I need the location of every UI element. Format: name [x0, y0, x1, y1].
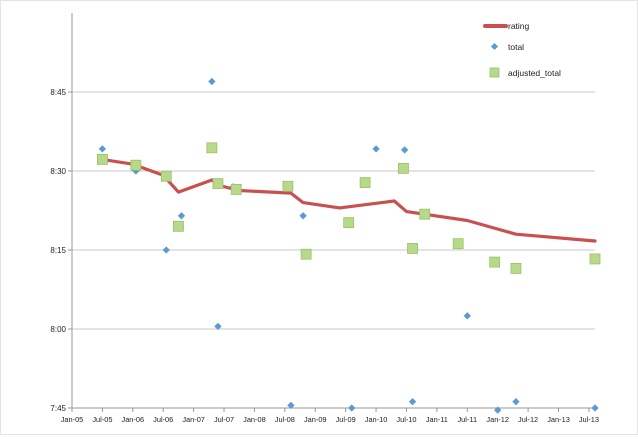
x-tick-label: Jan-13 — [547, 415, 570, 424]
x-tick-label: Jan-06 — [122, 415, 145, 424]
x-tick-label: Jul-11 — [457, 415, 477, 424]
x-tick-label: Jan-11 — [426, 415, 448, 424]
y-tick-label: 8:30 — [50, 167, 66, 176]
adjusted-total-point — [510, 263, 522, 274]
adjusted-total-point — [160, 170, 172, 182]
x-tick-label: Jul-07 — [214, 415, 234, 424]
x-tick-label: Jan-10 — [365, 415, 388, 424]
axes: 7:45 8:00 8:15 8:30 8:45 Jan-05 Jul-05 Jan-06 Ju… — [50, 13, 599, 424]
adjusted-total-point — [452, 238, 464, 250]
total-point — [177, 212, 186, 220]
legend-adjusted-total-label: adjusted_total — [508, 68, 561, 78]
legend: rating total adjusted_total — [483, 21, 561, 78]
adjusted-total-point — [230, 184, 242, 195]
x-tick-label: Jul-05 — [92, 415, 112, 424]
x-tick-label: Jul-08 — [275, 415, 295, 424]
adjusted-total-point — [398, 162, 409, 174]
total-point — [400, 146, 409, 154]
gridlines — [72, 91, 595, 330]
total-point — [299, 212, 307, 220]
total-point — [408, 398, 417, 406]
y-tick-label: 8:00 — [50, 325, 66, 334]
total-point — [512, 398, 520, 406]
adjusted-total-point — [407, 243, 418, 254]
total-point — [372, 145, 380, 153]
total-point — [208, 77, 216, 86]
x-tick-label: Jan-05 — [61, 415, 84, 424]
adjusted-total-point — [130, 159, 142, 171]
x-tick-label: Jul-13 — [579, 415, 599, 424]
x-tick-label: Jan-08 — [243, 415, 266, 424]
adjusted-total-point — [589, 253, 601, 265]
adjusted-total-point — [343, 217, 355, 229]
y-tick-label: 7:45 — [50, 404, 66, 413]
adjusted-total-point — [489, 256, 501, 268]
adjusted-total-point — [206, 142, 218, 154]
adjusted-total-point — [419, 208, 431, 220]
total-point — [98, 145, 107, 153]
adjusted-total-point — [212, 178, 224, 190]
total-point — [463, 312, 471, 320]
x-tick-label: Jan-07 — [182, 415, 205, 424]
total-point — [348, 404, 356, 412]
legend-total-label: total — [508, 42, 524, 52]
adjusted-total-series — [97, 142, 601, 274]
total-point — [214, 322, 222, 331]
x-tick-label: Jul-09 — [336, 415, 356, 424]
x-tick-label: Jul-12 — [518, 415, 538, 424]
total-point — [162, 246, 170, 254]
legend-adjusted-total-swatch — [489, 67, 500, 78]
total-point — [494, 406, 502, 414]
adjusted-total-point — [282, 180, 294, 192]
total-series — [98, 77, 599, 414]
y-tick-label: 8:15 — [50, 246, 66, 255]
total-point — [591, 404, 599, 412]
adjusted-total-point — [300, 248, 312, 260]
y-tick-label: 8:45 — [50, 88, 66, 97]
adjusted-total-point — [359, 177, 371, 188]
legend-rating-label: rating — [508, 21, 530, 31]
x-tick-label: Jul-06 — [153, 415, 173, 424]
adjusted-total-point — [97, 154, 108, 165]
total-point — [287, 401, 295, 410]
adjusted-total-point — [173, 220, 184, 232]
x-tick-label: Jul-10 — [396, 415, 416, 424]
x-tick-label: Jan-12 — [486, 415, 509, 424]
x-tick-label: Jan-09 — [304, 415, 327, 424]
legend-total-swatch — [490, 42, 499, 51]
